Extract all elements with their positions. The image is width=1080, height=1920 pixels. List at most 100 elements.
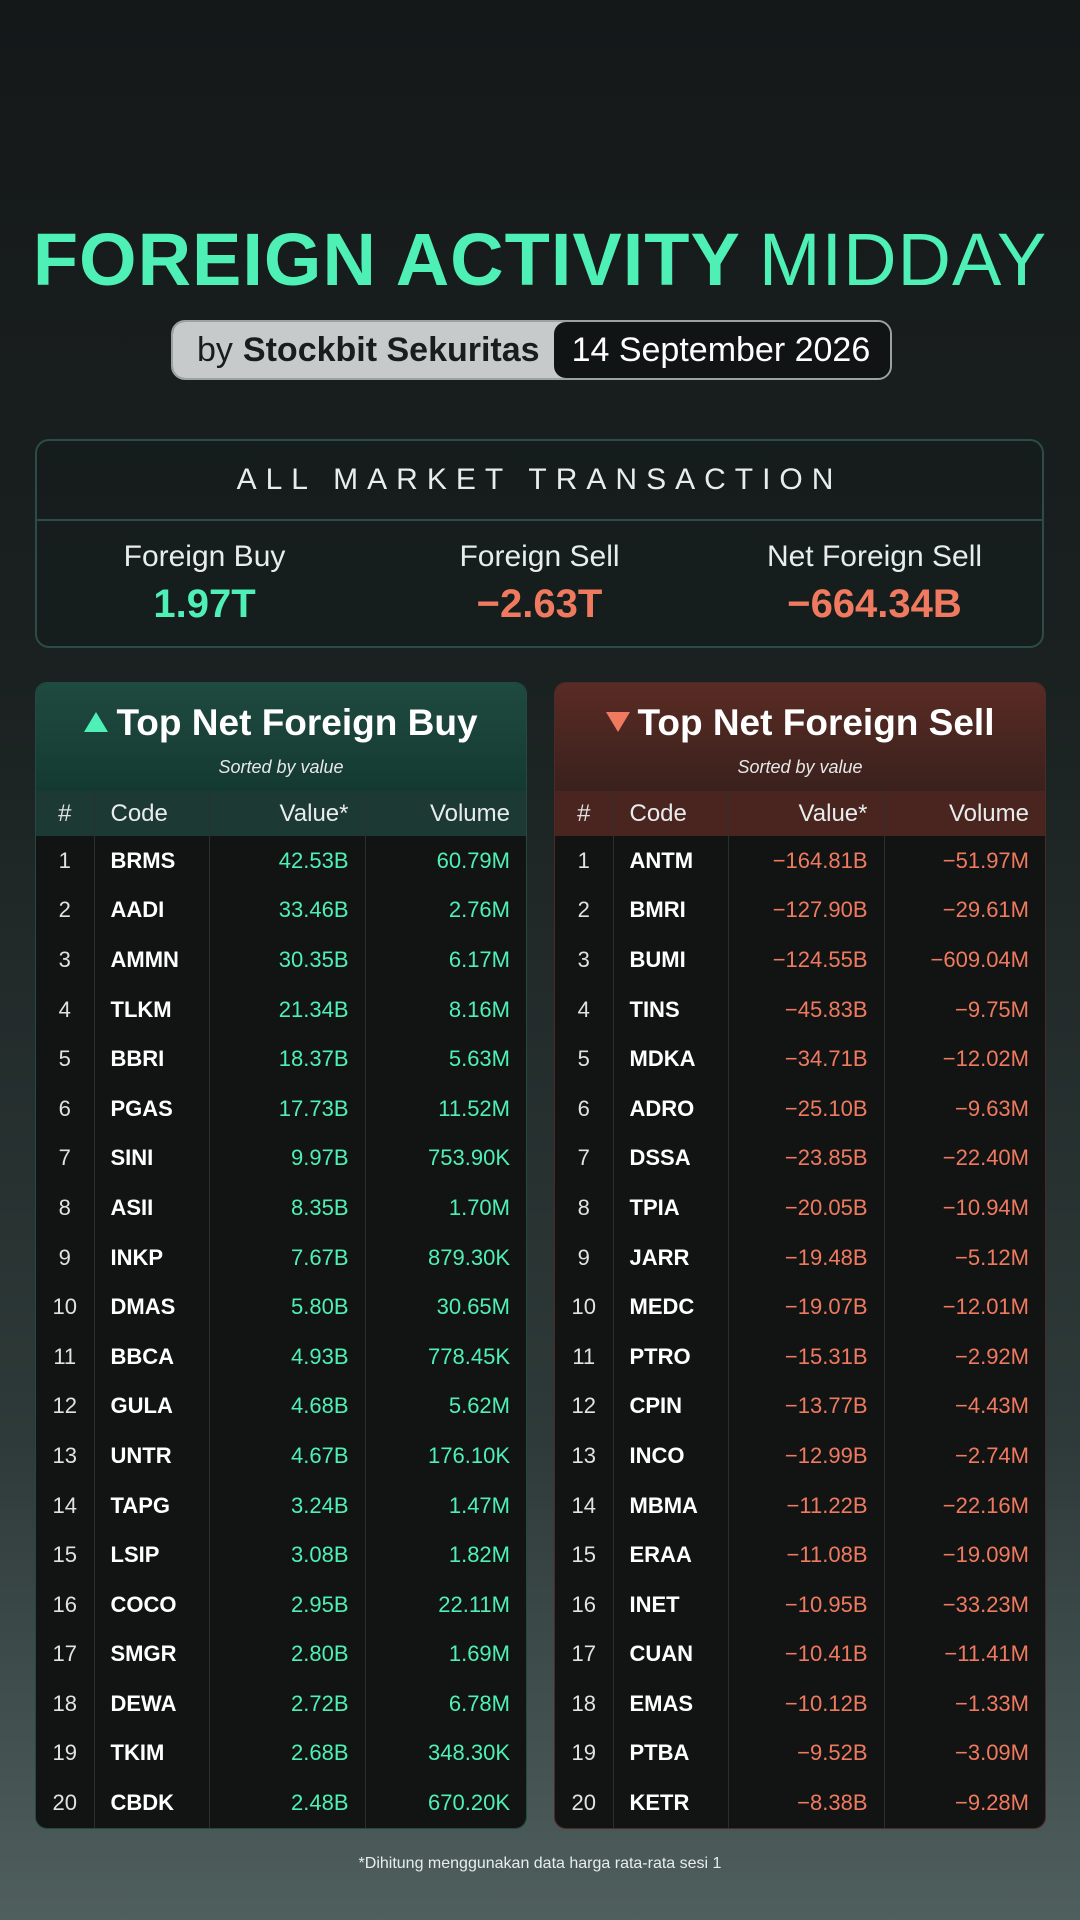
code-cell: CUAN [612, 1629, 728, 1680]
code-cell: TLKM [93, 984, 209, 1035]
market-summary-title: ALL MARKET TRANSACTION [37, 441, 1042, 521]
table-row: 1 ANTM −164.81B −51.97M [555, 836, 1045, 886]
code-cell: ERAA [612, 1530, 728, 1580]
value-cell: 30.35B [208, 935, 365, 985]
column-header-value: Value* [727, 791, 884, 836]
volume-cell: −9.63M [883, 1083, 1045, 1134]
rank-cell: 13 [52, 1442, 77, 1468]
code-cell: AMMN [93, 935, 209, 985]
volume-cell: 30.65M [364, 1282, 526, 1332]
rank-cell: 18 [52, 1690, 77, 1716]
value-cell: 21.34B [208, 984, 365, 1035]
market-summary: ALL MARKET TRANSACTION Foreign Buy 1.97T… [35, 439, 1044, 648]
table-row: 14 MBMA −11.22B −22.16M [555, 1480, 1045, 1531]
code-cell: CPIN [612, 1381, 728, 1432]
volume-cell: −22.40M [883, 1133, 1045, 1184]
table-row: 20 CBDK 2.48B 670.20K [36, 1778, 526, 1828]
code-cell: ASII [93, 1183, 209, 1233]
table-row: 20 KETR −8.38B −9.28M [555, 1778, 1045, 1828]
code-cell: SMGR [93, 1629, 209, 1680]
column-header-volume: Volume [883, 791, 1045, 836]
value-cell: 2.95B [208, 1579, 365, 1630]
foreign-sell-label: Foreign Sell [459, 540, 620, 573]
value-cell: −20.05B [727, 1183, 884, 1233]
code-cell: BBRI [93, 1034, 209, 1084]
volume-cell: 1.82M [364, 1530, 526, 1580]
rank-cell: 6 [58, 1095, 71, 1121]
table-row: 3 BUMI −124.55B −609.04M [555, 935, 1045, 985]
table-row: 13 INCO −12.99B −2.74M [555, 1431, 1045, 1481]
volume-cell: −1.33M [883, 1679, 1045, 1729]
table-row: 2 BMRI −127.90B −29.61M [555, 885, 1045, 936]
table-row: 9 INKP 7.67B 879.30K [36, 1232, 526, 1283]
volume-cell: −4.43M [883, 1381, 1045, 1432]
column-header-value: Value* [208, 791, 365, 836]
volume-cell: −51.97M [883, 836, 1045, 886]
table-row: 10 DMAS 5.80B 30.65M [36, 1282, 526, 1332]
table-row: 3 AMMN 30.35B 6.17M [36, 935, 526, 985]
table-row: 12 GULA 4.68B 5.62M [36, 1381, 526, 1432]
table-row: 6 PGAS 17.73B 11.52M [36, 1083, 526, 1134]
table-row: 19 TKIM 2.68B 348.30K [36, 1728, 526, 1779]
code-cell: MEDC [612, 1282, 728, 1332]
volume-cell: −609.04M [883, 935, 1045, 985]
title-bold: FOREIGN ACTIVITY [32, 218, 741, 301]
value-cell: −10.41B [727, 1629, 884, 1680]
code-cell: AADI [93, 885, 209, 936]
value-cell: 8.35B [208, 1183, 365, 1233]
rank-cell: 5 [577, 1046, 590, 1072]
volume-cell: −11.41M [883, 1629, 1045, 1680]
value-cell: −13.77B [727, 1381, 884, 1432]
volume-cell: 8.16M [364, 984, 526, 1035]
table-row: 5 MDKA −34.71B −12.02M [555, 1034, 1045, 1084]
value-cell: 5.80B [208, 1282, 365, 1332]
table-row: 17 SMGR 2.80B 1.69M [36, 1629, 526, 1680]
rank-cell: 7 [58, 1145, 71, 1171]
top-buy-title: Top Net Foreign Buy [116, 702, 478, 743]
volume-cell: 879.30K [364, 1232, 526, 1283]
value-cell: 33.46B [208, 885, 365, 936]
volume-cell: −9.75M [883, 984, 1045, 1035]
table-row: 16 COCO 2.95B 22.11M [36, 1579, 526, 1630]
value-cell: −11.22B [727, 1480, 884, 1531]
column-header-code: Code [93, 791, 209, 836]
rank-cell: 6 [577, 1095, 590, 1121]
table-row: 10 MEDC −19.07B −12.01M [555, 1282, 1045, 1332]
code-cell: MDKA [612, 1034, 728, 1084]
code-cell: UNTR [93, 1431, 209, 1481]
table-row: 12 CPIN −13.77B −4.43M [555, 1381, 1045, 1432]
brand-name: Stockbit Sekuritas [242, 330, 540, 369]
volume-cell: −10.94M [883, 1183, 1045, 1233]
date-label: 14 September 2026 [553, 322, 891, 378]
code-cell: ANTM [612, 836, 728, 886]
column-header-rank: # [555, 791, 613, 836]
volume-cell: 11.52M [364, 1083, 526, 1134]
table-row: 8 TPIA −20.05B −10.94M [555, 1183, 1045, 1233]
byline-badge: by Stockbit Sekuritas 14 September 2026 [171, 320, 893, 380]
value-cell: 17.73B [208, 1083, 365, 1134]
table-row: 8 ASII 8.35B 1.70M [36, 1183, 526, 1233]
rank-cell: 17 [571, 1641, 596, 1667]
foreign-sell-value: −2.63T [476, 582, 603, 626]
code-cell: ADRO [612, 1083, 728, 1134]
value-cell: 2.72B [208, 1679, 365, 1729]
code-cell: JARR [612, 1232, 728, 1283]
volume-cell: 1.69M [364, 1629, 526, 1680]
value-cell: 9.97B [208, 1133, 365, 1184]
table-row: 11 BBCA 4.93B 778.45K [36, 1331, 526, 1382]
volume-cell: −19.09M [883, 1530, 1045, 1580]
column-header-rank: # [36, 791, 94, 836]
rank-cell: 3 [577, 946, 590, 972]
rank-cell: 16 [52, 1591, 77, 1617]
top-sell-title: Top Net Foreign Sell [637, 702, 995, 743]
code-cell: BBCA [93, 1331, 209, 1382]
table-row: 6 ADRO −25.10B −9.63M [555, 1083, 1045, 1134]
table-row: 5 BBRI 18.37B 5.63M [36, 1034, 526, 1084]
code-cell: TAPG [93, 1480, 209, 1531]
top-buy-header: Top Net Foreign Buy Sorted by value [36, 683, 526, 791]
volume-cell: −2.92M [883, 1331, 1045, 1382]
rank-cell: 15 [571, 1542, 596, 1568]
code-cell: PGAS [93, 1083, 209, 1134]
table-header-row: # Code Value* Volume [36, 791, 526, 836]
volume-cell: −5.12M [883, 1232, 1045, 1283]
